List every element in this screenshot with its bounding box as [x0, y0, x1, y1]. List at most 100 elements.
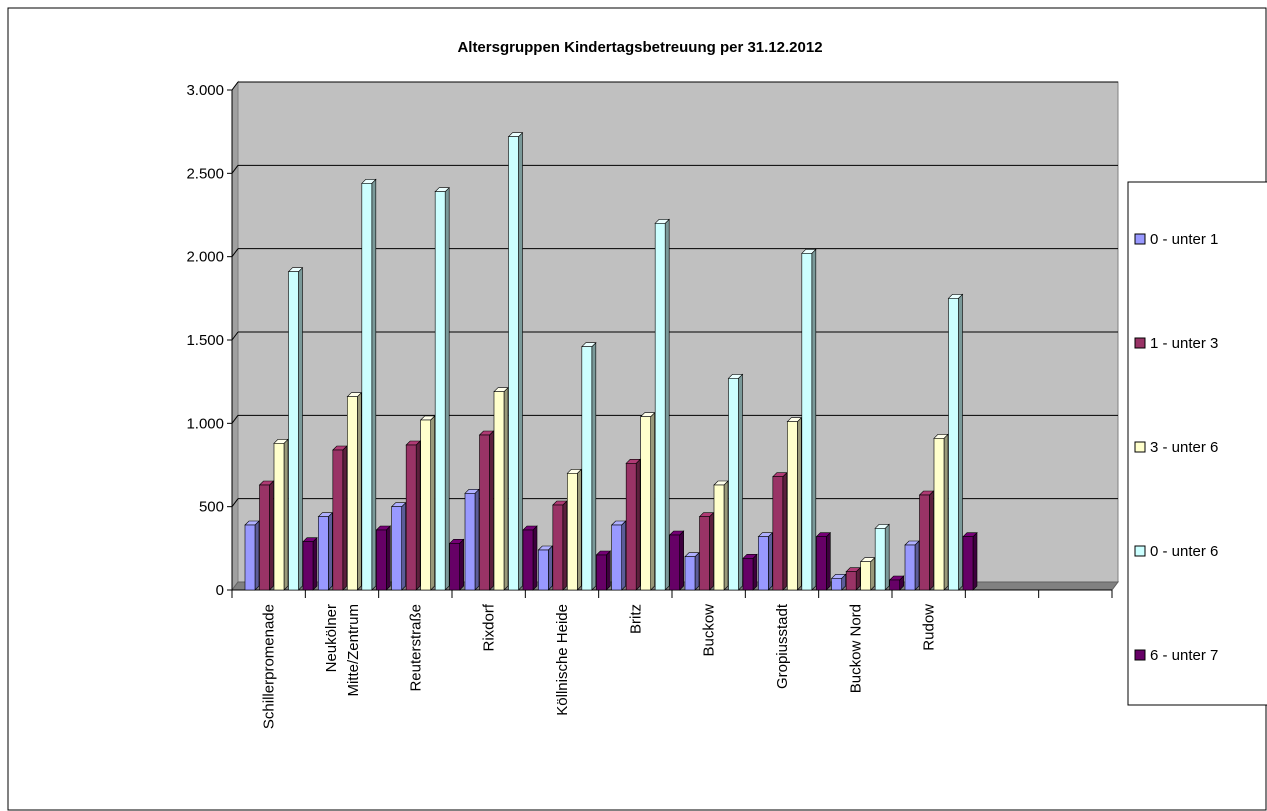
legend-label: 6 - unter 7: [1150, 647, 1218, 664]
bar-side: [709, 511, 714, 591]
bar-side: [811, 248, 817, 591]
bar-side: [577, 468, 582, 591]
y-tick-label: 500: [199, 499, 224, 516]
bar: [772, 476, 784, 591]
x-tick-label-line: Rixdorf: [481, 603, 498, 651]
y-tick-label: 1.500: [186, 332, 224, 349]
bar: [361, 183, 373, 591]
x-tick-label-line: Schillerpromenade: [261, 604, 278, 729]
bar-side: [312, 536, 318, 591]
bar: [522, 529, 534, 591]
legend-swatch: [1134, 545, 1146, 557]
bar: [640, 416, 651, 591]
grid-line: [231, 498, 239, 507]
bar: [538, 549, 549, 591]
bar: [684, 556, 696, 591]
y-tick-label: 2.000: [186, 249, 224, 266]
legend-swatch: [1134, 441, 1146, 453]
x-tick-label: Buckow: [701, 604, 718, 657]
grid-line: [231, 165, 239, 174]
x-tick-label: Köllnische Heide: [554, 604, 571, 716]
legend-swatch: [1134, 337, 1146, 349]
bar: [962, 536, 974, 591]
bar: [758, 536, 769, 591]
bar: [567, 473, 578, 591]
x-tick-label-line: Köllnische Heide: [554, 604, 571, 716]
bar-side: [650, 411, 655, 591]
bar: [347, 396, 358, 591]
bar-side: [738, 373, 743, 591]
bar-side: [342, 445, 348, 591]
bar: [728, 378, 739, 591]
bar-side: [797, 416, 802, 591]
grid-line: [231, 81, 239, 91]
bar-side: [298, 266, 303, 591]
bar-side: [430, 415, 435, 591]
bar-side: [474, 488, 480, 591]
bar: [874, 528, 886, 591]
bar: [434, 191, 446, 591]
bar: [493, 391, 505, 591]
grid-line: [231, 415, 239, 424]
x-tick-label: Rixdorf: [481, 603, 498, 651]
bar-side: [548, 545, 553, 591]
bar: [860, 561, 871, 591]
bar: [787, 421, 798, 591]
x-tick-label-line: Britz: [627, 604, 644, 634]
bar-side: [635, 458, 641, 591]
bar: [889, 579, 900, 591]
bar: [845, 571, 857, 591]
bar-side: [958, 293, 963, 591]
bar-side: [532, 525, 538, 591]
bar-side: [752, 553, 758, 591]
bar-side: [664, 218, 670, 591]
bar-side: [972, 531, 978, 591]
bar: [259, 484, 270, 591]
bar: [611, 524, 622, 591]
bar: [933, 438, 945, 591]
x-tick-label-line: Gropiusstadt: [774, 603, 791, 689]
bar: [508, 136, 519, 591]
x-tick-label-line: Buckow: [701, 604, 718, 657]
bar: [420, 419, 431, 591]
bar: [904, 544, 916, 591]
bar-side: [269, 480, 274, 591]
bar-side: [723, 480, 729, 591]
bar-side: [621, 520, 626, 591]
bar-side: [415, 440, 421, 591]
legend-label: 3 - unter 6: [1150, 439, 1218, 456]
bar: [464, 493, 476, 591]
bar: [288, 271, 299, 591]
legend-label: 1 - unter 3: [1150, 335, 1218, 352]
bar: [919, 494, 930, 591]
bar: [581, 346, 593, 591]
grid-line: [231, 248, 239, 257]
bar: [948, 298, 959, 591]
x-tick-label-line: Neukölner: [323, 604, 340, 672]
bar-side: [562, 500, 568, 591]
bar: [405, 444, 417, 591]
bar-side: [870, 556, 875, 591]
bar-side: [679, 530, 684, 591]
legend-label: 0 - unter 6: [1150, 543, 1218, 560]
bar-side: [371, 178, 377, 591]
bar-side: [606, 550, 611, 591]
bar-side: [782, 471, 788, 591]
bar-side: [929, 490, 934, 591]
legend-swatch: [1134, 233, 1146, 245]
bar-side: [401, 501, 406, 591]
bar-side: [459, 538, 464, 591]
legend-label: 0 - unter 1: [1150, 231, 1218, 248]
bar-side: [328, 511, 333, 591]
bar-side: [884, 523, 890, 591]
bar-side: [444, 186, 450, 591]
bar-side: [283, 438, 289, 591]
legend-swatch: [1134, 649, 1146, 661]
bar-side: [503, 386, 509, 591]
bar-side: [518, 131, 523, 591]
bar: [831, 578, 842, 591]
grid-line: [231, 331, 239, 341]
x-tick-label: Neukölner Mitte/Zentrum: [323, 604, 362, 697]
bar: [479, 434, 490, 591]
